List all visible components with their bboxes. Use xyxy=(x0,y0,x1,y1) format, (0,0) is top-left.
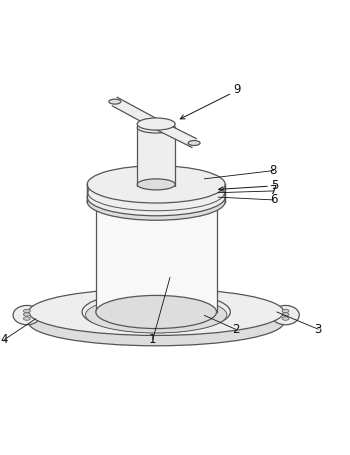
Polygon shape xyxy=(87,184,225,202)
Text: 2: 2 xyxy=(232,323,239,336)
Text: 9: 9 xyxy=(233,83,241,96)
Polygon shape xyxy=(154,120,196,147)
Ellipse shape xyxy=(282,317,289,320)
Text: 8: 8 xyxy=(270,164,277,177)
Polygon shape xyxy=(96,202,217,312)
Polygon shape xyxy=(112,97,159,128)
Ellipse shape xyxy=(85,297,227,333)
Ellipse shape xyxy=(188,141,200,146)
Text: 1: 1 xyxy=(149,333,156,346)
Ellipse shape xyxy=(82,291,230,333)
Text: 5: 5 xyxy=(272,179,279,192)
Text: 7: 7 xyxy=(270,184,277,197)
Ellipse shape xyxy=(137,118,175,130)
Ellipse shape xyxy=(137,122,175,133)
Polygon shape xyxy=(137,127,175,186)
Ellipse shape xyxy=(96,185,217,218)
Ellipse shape xyxy=(96,295,217,329)
Ellipse shape xyxy=(87,183,225,220)
Ellipse shape xyxy=(109,99,121,104)
Ellipse shape xyxy=(282,313,289,316)
Ellipse shape xyxy=(272,305,299,325)
Ellipse shape xyxy=(88,175,224,211)
Ellipse shape xyxy=(23,309,30,313)
Ellipse shape xyxy=(29,288,284,335)
Text: 6: 6 xyxy=(270,193,277,207)
Ellipse shape xyxy=(137,179,175,190)
Ellipse shape xyxy=(87,166,225,203)
Ellipse shape xyxy=(29,299,284,346)
Ellipse shape xyxy=(23,313,30,316)
Text: 4: 4 xyxy=(1,333,8,346)
Ellipse shape xyxy=(23,317,30,320)
Ellipse shape xyxy=(87,178,225,216)
Polygon shape xyxy=(29,312,284,322)
Text: 3: 3 xyxy=(315,323,322,336)
Ellipse shape xyxy=(13,305,41,325)
Ellipse shape xyxy=(282,309,289,313)
